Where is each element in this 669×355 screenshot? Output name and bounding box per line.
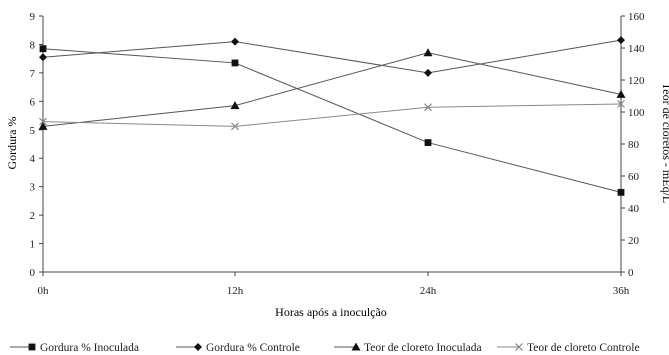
y-left-tick-label: 5 — [30, 125, 36, 137]
y-left-tick-label: 8 — [30, 39, 36, 51]
x-marker-stroke — [515, 343, 523, 351]
legend-label: Teor de cloreto Controle — [527, 342, 640, 354]
y-left-tick-label: 4 — [30, 153, 36, 165]
data-point — [617, 100, 625, 108]
x-tick-label: 12h — [227, 285, 244, 297]
data-point — [38, 121, 48, 130]
series-line — [42, 48, 622, 193]
legend-label: Teor de cloreto Inoculada — [364, 342, 482, 354]
data-point — [424, 103, 432, 112]
series-line — [42, 39, 622, 74]
series-line — [42, 103, 622, 127]
data-point — [231, 59, 239, 67]
y-right-tick-label: 40 — [628, 203, 640, 215]
data-point — [39, 45, 47, 53]
series-layer — [38, 36, 626, 196]
data-point — [617, 188, 625, 196]
x-marker-stroke — [424, 103, 432, 112]
legend-marker — [28, 343, 36, 351]
y-left-tick-label: 2 — [30, 210, 36, 222]
series-1 — [39, 45, 625, 196]
data-point — [423, 48, 433, 57]
legend-marker — [194, 343, 202, 351]
x-tick-label: 0h — [38, 285, 50, 297]
y-right-tick-label: 80 — [628, 139, 640, 151]
legend-marker — [351, 342, 361, 351]
x-axis-label: Horas após a inoculção — [275, 305, 387, 319]
legend-item: Gordura % Controle — [176, 342, 300, 354]
legend-label: Gordura % Controle — [206, 342, 300, 354]
legend-marker — [515, 343, 523, 351]
series-3 — [38, 48, 626, 130]
x-tick-label: 36h — [613, 285, 630, 297]
y-right-tick-label: 120 — [628, 75, 645, 87]
data-point — [424, 68, 432, 77]
data-point — [39, 117, 47, 126]
y-right-tick-label: 0 — [628, 267, 634, 279]
series-4 — [39, 100, 625, 131]
data-point — [616, 89, 626, 98]
x-marker-stroke — [231, 122, 239, 131]
y-axis-right-label: Teor de cloretos - mEq/L — [660, 83, 669, 203]
y-right-tick-label: 60 — [628, 171, 640, 183]
y-left-tick-label: 3 — [30, 182, 36, 194]
data-point — [231, 37, 239, 46]
x-marker-stroke — [39, 117, 47, 126]
data-point — [424, 139, 432, 146]
y-left-tick-label: 7 — [30, 68, 36, 80]
series-2 — [39, 36, 625, 77]
x-marker-stroke — [617, 100, 625, 108]
legend-item: Gordura % Inoculada — [10, 342, 139, 354]
data-point — [230, 101, 240, 110]
y-axis-left-label: Gordura % — [5, 117, 19, 170]
x-tick-label: 24h — [420, 285, 437, 297]
legend-label: Gordura % Inoculada — [40, 342, 139, 354]
y-right-tick-label: 20 — [628, 235, 640, 247]
legend-item: Teor de cloreto Controle — [497, 342, 640, 354]
legend-item: Teor de cloreto Inoculada — [334, 342, 482, 354]
y-left-tick-label: 6 — [30, 96, 36, 108]
data-point — [231, 122, 239, 131]
y-right-tick-label: 140 — [628, 43, 645, 55]
y-right-tick-label: 100 — [628, 107, 645, 119]
y-left-tick-label: 0 — [30, 267, 36, 279]
data-point — [617, 36, 625, 45]
y-left-tick-label: 1 — [30, 239, 36, 251]
series-line — [42, 52, 622, 127]
data-point — [39, 53, 47, 62]
y-left-tick-label: 9 — [30, 11, 36, 23]
axes: 0 1 2 3 4 5 6 7 8 9 0 20 40 60 80 100 120 140 160 0h 12h 24h 3… — [30, 11, 646, 297]
y-right-tick-label: 160 — [628, 11, 645, 23]
legend: Gordura % Inoculada Gordura % Controle Teo… — [10, 342, 640, 354]
